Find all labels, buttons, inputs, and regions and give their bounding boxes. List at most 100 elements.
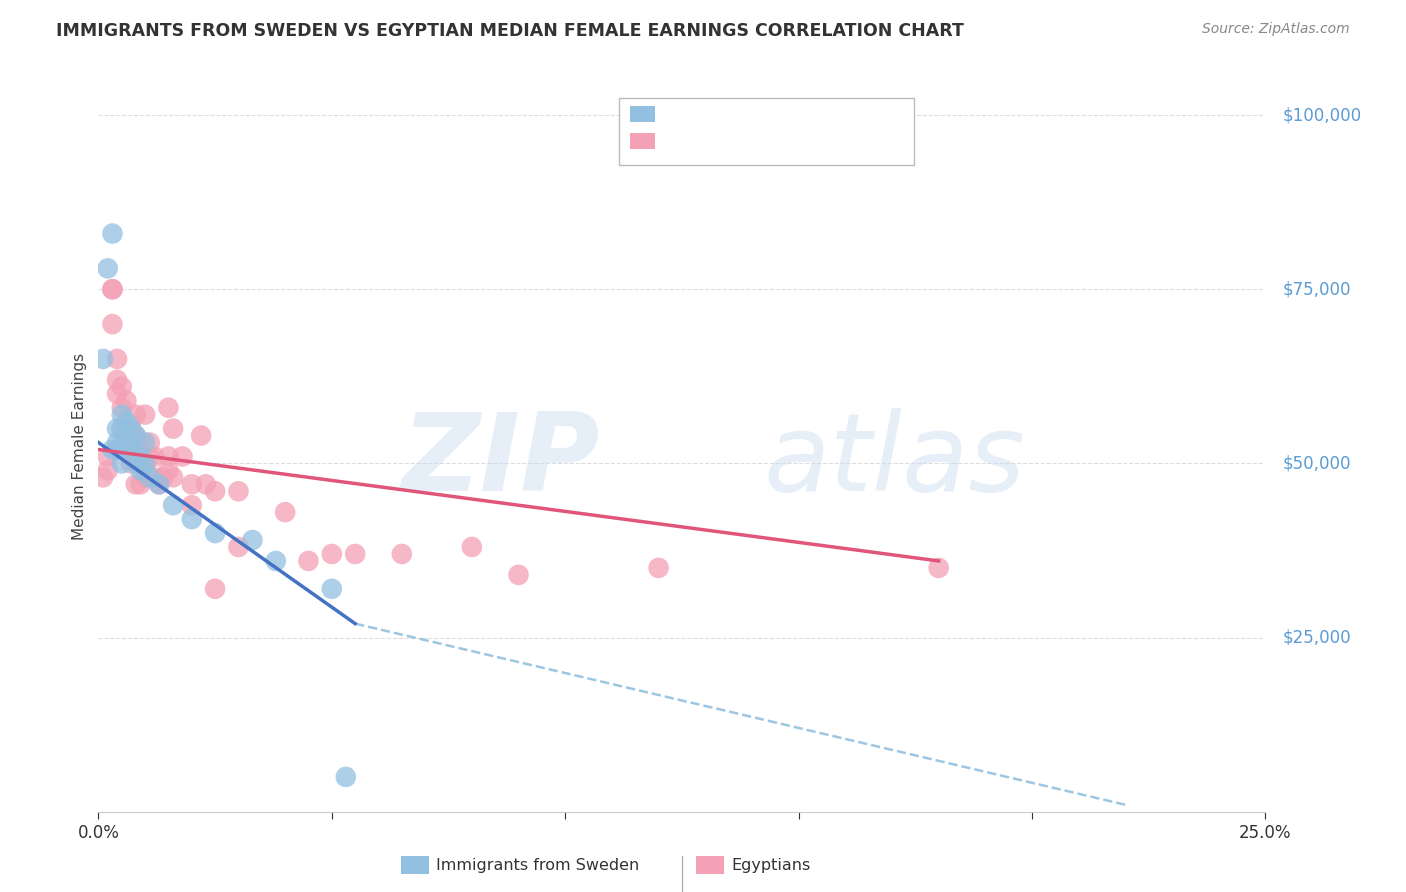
Point: [125, 450, 148, 464]
Point: [115, 435, 138, 450]
Point: [91, 351, 114, 366]
Y-axis label: Median Female Earnings: Median Female Earnings: [72, 352, 87, 540]
Text: $75,000: $75,000: [1282, 280, 1351, 298]
Text: $100,000: $100,000: [1282, 106, 1362, 124]
Point: [105, 386, 128, 401]
Point: [162, 498, 184, 512]
Point: [101, 227, 124, 241]
Point: [111, 408, 134, 422]
Text: $25,000: $25,000: [1282, 629, 1351, 647]
Point: [111, 380, 134, 394]
Point: [105, 421, 128, 435]
Point: [297, 554, 319, 568]
Point: [148, 477, 170, 491]
Point: [105, 373, 128, 387]
Point: [125, 428, 148, 442]
Point: [111, 457, 134, 471]
Point: [125, 408, 148, 422]
Point: [204, 526, 226, 541]
Point: [190, 428, 212, 442]
Point: [125, 457, 148, 471]
Point: [162, 421, 184, 435]
Point: [105, 435, 128, 450]
Point: [134, 457, 156, 471]
Point: [928, 561, 950, 575]
Point: [228, 540, 250, 554]
Point: [120, 457, 142, 471]
Text: N = 57: N = 57: [808, 134, 865, 148]
Point: [115, 428, 138, 442]
Point: [101, 282, 124, 296]
Point: [152, 470, 174, 484]
Point: [228, 484, 250, 499]
Point: [111, 421, 134, 435]
Point: [101, 317, 124, 331]
Text: IMMIGRANTS FROM SWEDEN VS EGYPTIAN MEDIAN FEMALE EARNINGS CORRELATION CHART: IMMIGRANTS FROM SWEDEN VS EGYPTIAN MEDIA…: [56, 22, 965, 40]
Point: [129, 435, 152, 450]
Point: [111, 421, 134, 435]
Point: [172, 450, 194, 464]
Point: [180, 498, 202, 512]
Point: [162, 470, 184, 484]
Point: [157, 401, 180, 415]
Point: [129, 450, 152, 464]
Text: Immigrants from Sweden: Immigrants from Sweden: [436, 858, 640, 872]
Point: [335, 770, 357, 784]
Point: [105, 442, 128, 457]
Point: [97, 261, 120, 276]
Point: [120, 442, 142, 457]
Text: N = 29: N = 29: [808, 107, 865, 121]
Point: [194, 477, 217, 491]
Point: [134, 457, 156, 471]
Point: [97, 450, 120, 464]
Text: R = -0.338: R = -0.338: [665, 134, 751, 148]
Text: Source: ZipAtlas.com: Source: ZipAtlas.com: [1202, 22, 1350, 37]
Point: [139, 450, 162, 464]
Point: [101, 282, 124, 296]
Point: [105, 351, 128, 366]
Point: [274, 505, 297, 519]
Point: [115, 415, 138, 429]
Point: [180, 477, 202, 491]
Point: [139, 435, 162, 450]
Point: [508, 567, 530, 582]
Point: [129, 477, 152, 491]
Point: [125, 477, 148, 491]
Point: [134, 470, 156, 484]
Point: [180, 512, 202, 526]
Point: [461, 540, 484, 554]
Point: [115, 393, 138, 408]
Point: [143, 470, 166, 484]
Point: [120, 421, 142, 435]
Point: [344, 547, 367, 561]
Point: [139, 470, 162, 484]
Point: [321, 547, 343, 561]
Point: [134, 408, 156, 422]
Point: [242, 533, 264, 547]
Point: [204, 582, 226, 596]
Text: ZIP: ZIP: [402, 408, 600, 514]
Point: [120, 442, 142, 457]
Point: [129, 457, 152, 471]
Point: [97, 463, 120, 477]
Point: [120, 421, 142, 435]
Point: [125, 428, 148, 442]
Point: [143, 450, 166, 464]
Point: [91, 470, 114, 484]
Point: [321, 582, 343, 596]
Point: [391, 547, 413, 561]
Text: R = -0.280: R = -0.280: [665, 107, 751, 121]
Text: $50,000: $50,000: [1282, 454, 1351, 473]
Point: [129, 463, 152, 477]
Point: [134, 435, 156, 450]
Text: atlas: atlas: [763, 409, 1025, 513]
Point: [204, 484, 226, 499]
Text: Egyptians: Egyptians: [731, 858, 810, 872]
Point: [264, 554, 287, 568]
Point: [647, 561, 669, 575]
Point: [111, 401, 134, 415]
Point: [157, 450, 180, 464]
Point: [115, 442, 138, 457]
Point: [148, 477, 170, 491]
Point: [157, 463, 180, 477]
